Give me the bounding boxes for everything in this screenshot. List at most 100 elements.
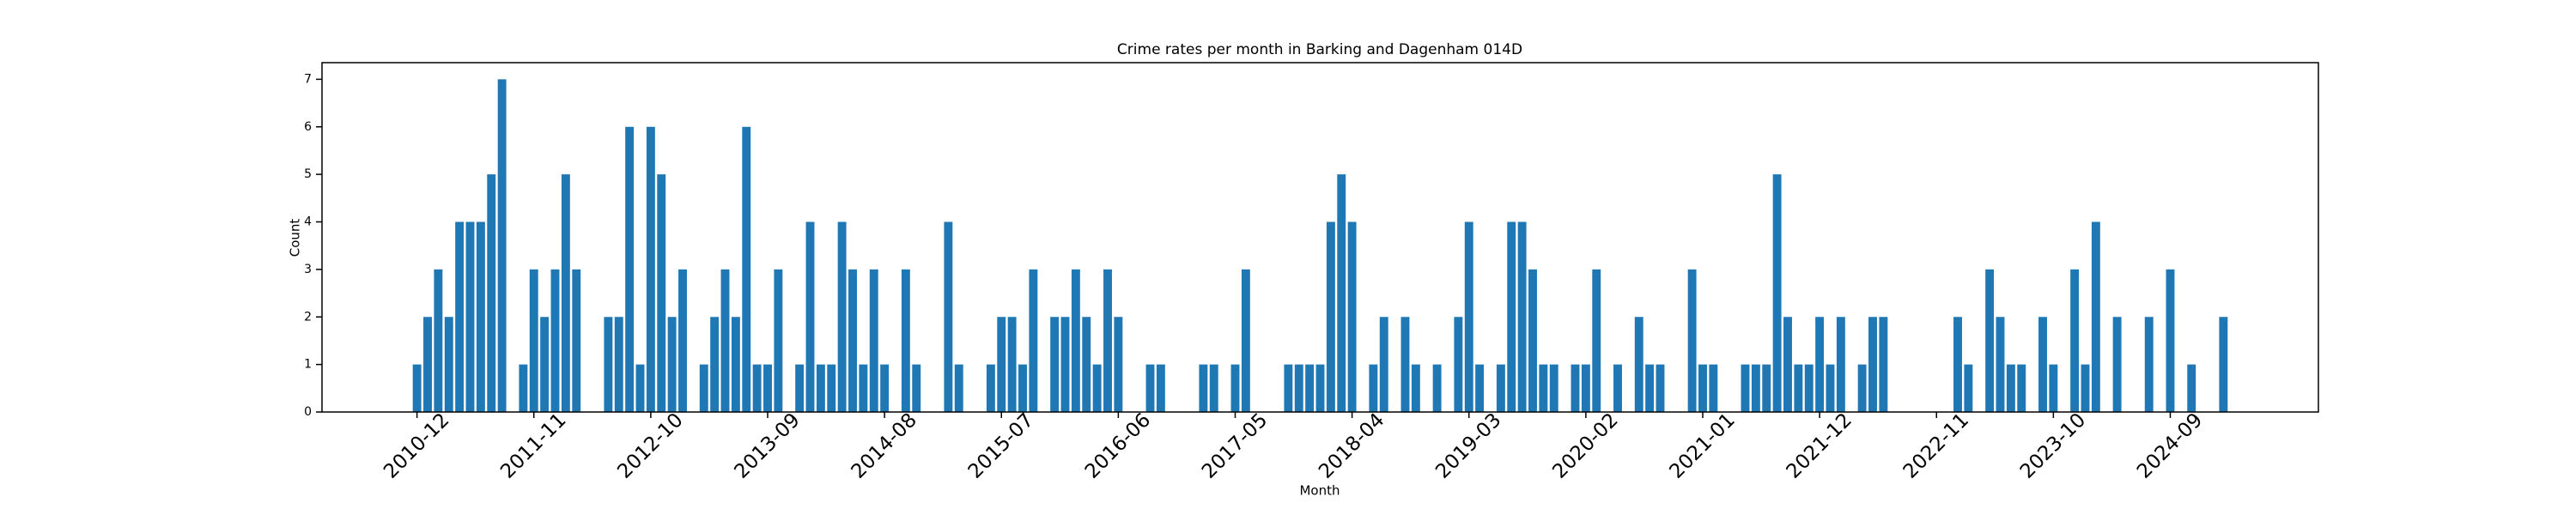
bar: [837, 221, 847, 412]
bar: [720, 269, 730, 412]
bar: [1071, 269, 1080, 412]
bar: [550, 269, 560, 412]
bar: [1103, 269, 1112, 412]
bar: [1464, 221, 1473, 412]
bar: [2144, 317, 2154, 412]
x-tick-label: 2024-09: [2133, 409, 2207, 482]
bar: [827, 364, 836, 412]
bar: [869, 269, 878, 412]
x-axis-label: Month: [1299, 483, 1340, 499]
bar: [2219, 317, 2228, 412]
bar: [678, 269, 687, 412]
x-tick-label: 2010-12: [380, 409, 453, 482]
bar: [646, 126, 655, 412]
x-tick-label: 2020-02: [1548, 409, 1622, 482]
bar: [1315, 364, 1325, 412]
bar: [1114, 317, 1123, 412]
bar: [954, 364, 963, 412]
x-tick-label: 2023-10: [2016, 409, 2090, 482]
bar: [699, 364, 708, 412]
bar: [1411, 364, 1420, 412]
y-tick-label: 0: [304, 405, 312, 419]
bar: [1294, 364, 1303, 412]
bar: [1549, 364, 1558, 412]
bar: [2070, 269, 2080, 412]
bar: [1507, 221, 1516, 412]
bar: [2091, 221, 2100, 412]
y-tick-label: 3: [304, 263, 312, 276]
bar: [625, 126, 635, 412]
bar: [434, 269, 443, 412]
bar: [561, 174, 570, 412]
bar: [2112, 317, 2122, 412]
bar: [901, 269, 910, 412]
bar: [1581, 364, 1590, 412]
bar: [1347, 221, 1357, 412]
x-tick-label: 2013-09: [730, 409, 804, 482]
bar: [1400, 317, 1410, 412]
bar: [1741, 364, 1750, 412]
bar: [1326, 221, 1335, 412]
y-tick-label: 6: [304, 120, 312, 134]
bar: [1199, 364, 1208, 412]
bar: [487, 174, 496, 412]
bar: [742, 126, 751, 412]
bar: [880, 364, 890, 412]
bar: [1379, 317, 1388, 412]
bar: [635, 364, 645, 412]
bar: [1751, 364, 1760, 412]
bar: [1305, 364, 1315, 412]
bar: [2017, 364, 2026, 412]
x-tick-label: 2018-04: [1315, 409, 1388, 482]
bar: [465, 221, 475, 412]
bar: [997, 317, 1006, 412]
bar: [848, 269, 857, 412]
bar: [912, 364, 921, 412]
bar: [2187, 364, 2196, 412]
bar: [604, 317, 613, 412]
bar: [497, 79, 507, 412]
bar: [1698, 364, 1707, 412]
bar: [1060, 317, 1070, 412]
bar: [774, 269, 783, 412]
bar: [1709, 364, 1718, 412]
bar: [1613, 364, 1622, 412]
bar: [1337, 174, 1346, 412]
bar: [1964, 364, 1973, 412]
bar: [1879, 317, 1888, 412]
y-tick-label: 5: [304, 167, 312, 181]
bar: [2166, 269, 2175, 412]
bar: [1369, 364, 1378, 412]
bar: [1868, 317, 1877, 412]
bar: [1528, 269, 1537, 412]
bar: [944, 221, 953, 412]
x-tick-label: 2014-08: [848, 409, 921, 482]
bar: [614, 317, 623, 412]
bar: [1029, 269, 1038, 412]
bar: [529, 269, 538, 412]
bar: [1592, 269, 1601, 412]
x-tick-label: 2017-05: [1198, 409, 1272, 482]
bar: [710, 317, 720, 412]
x-tick-label: 2021-12: [1783, 409, 1856, 482]
x-tick-label: 2019-03: [1431, 409, 1505, 482]
bar: [731, 317, 740, 412]
bar: [572, 269, 581, 412]
y-tick-label: 2: [304, 310, 312, 324]
bar: [1475, 364, 1485, 412]
bar: [816, 364, 825, 412]
bar: [1687, 269, 1697, 412]
bar: [1230, 364, 1240, 412]
bar: [667, 317, 677, 412]
x-tick-label: 2015-07: [964, 409, 1038, 482]
bar: [1772, 174, 1782, 412]
chart-title: Crime rates per month in Barking and Dag…: [1117, 41, 1522, 58]
bar: [1836, 317, 1845, 412]
bar: [763, 364, 772, 412]
bar: [1156, 364, 1165, 412]
bar: [1645, 364, 1655, 412]
bar: [1092, 364, 1102, 412]
x-tick-label: 2012-10: [613, 409, 687, 482]
bar: [1571, 364, 1580, 412]
